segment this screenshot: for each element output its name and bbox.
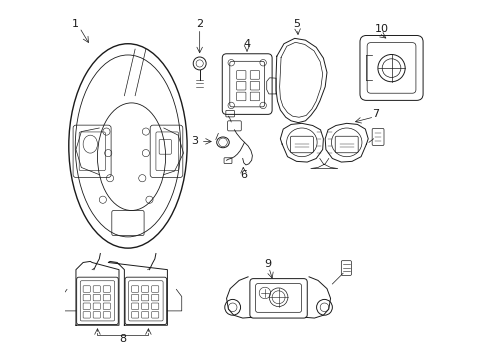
Text: 9: 9 xyxy=(264,259,271,269)
Text: 7: 7 xyxy=(372,109,379,119)
Text: 10: 10 xyxy=(374,24,387,34)
Text: 5: 5 xyxy=(292,19,299,29)
Text: 6: 6 xyxy=(240,170,247,180)
Text: 2: 2 xyxy=(196,19,203,29)
Text: 4: 4 xyxy=(243,39,250,49)
Text: 1: 1 xyxy=(72,19,79,29)
Text: 3: 3 xyxy=(190,136,197,146)
Text: 8: 8 xyxy=(119,333,126,343)
